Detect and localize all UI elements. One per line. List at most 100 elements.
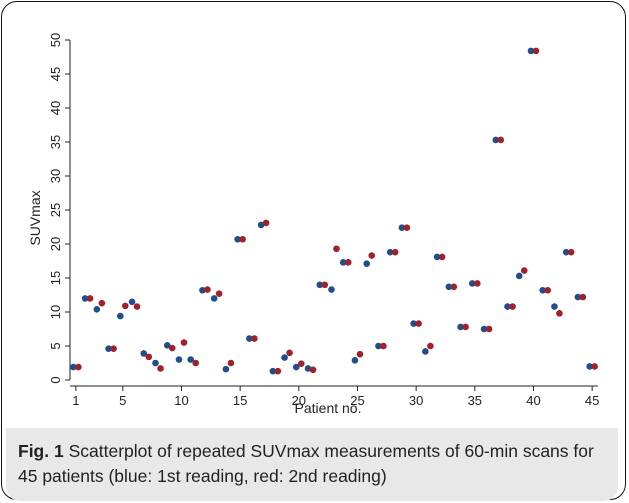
data-point [591, 363, 598, 370]
data-point [469, 280, 476, 287]
data-point [128, 298, 136, 306]
data-point [333, 245, 340, 253]
data-point [293, 363, 300, 371]
data-point [380, 342, 387, 350]
data-point [328, 286, 335, 293]
x-tick-label: 30 [409, 393, 423, 408]
data-point [246, 335, 253, 342]
data-point [168, 344, 176, 352]
data-point [210, 295, 218, 302]
data-point [304, 365, 312, 372]
y-tick-label: 25 [48, 203, 63, 217]
data-point [375, 342, 382, 350]
data-point [281, 354, 288, 361]
data-point [316, 281, 324, 289]
data-point [445, 283, 453, 291]
data-point [504, 303, 511, 310]
data-point [574, 293, 582, 301]
data-point [309, 366, 317, 374]
data-point [204, 286, 211, 293]
data-point [438, 253, 446, 261]
y-axis-label: SUVmax [27, 190, 43, 245]
data-point [579, 293, 587, 301]
y-tick-label: 40 [48, 101, 63, 115]
y-tick-label: 50 [48, 33, 63, 47]
data-point [187, 356, 194, 363]
data-point [75, 363, 82, 371]
data-point [122, 302, 129, 310]
data-point [274, 367, 282, 375]
caption-label: Fig. 1 [18, 441, 64, 461]
data-point [140, 350, 148, 357]
data-point [497, 136, 505, 144]
data-point [339, 259, 347, 266]
data-point [480, 325, 488, 333]
data-point [532, 47, 540, 55]
data-point [562, 248, 570, 256]
data-point [527, 47, 535, 55]
data-point [163, 342, 171, 349]
data-point [368, 252, 376, 259]
data-point [551, 303, 558, 310]
data-point [403, 224, 411, 231]
data-point [363, 260, 371, 268]
x-tick-label: 5 [119, 393, 126, 408]
data-point [239, 235, 246, 243]
y-tick-label: 15 [48, 271, 63, 285]
data-point [234, 235, 241, 243]
data-point [515, 272, 523, 280]
data-point [415, 320, 422, 327]
data-point [351, 356, 359, 364]
data-point [520, 267, 528, 274]
x-tick-label: 40 [526, 393, 540, 408]
data-point [157, 365, 164, 372]
data-point [257, 221, 265, 229]
data-point [485, 325, 493, 333]
data-point [251, 335, 258, 342]
data-point [391, 248, 399, 256]
data-point [586, 363, 593, 370]
scatter-plot: 0 5 10 15 20 25 30 35 40 45 50 1 5 10 15 20 25 30 35 40 45 S… [10, 10, 608, 420]
data-point [199, 286, 206, 294]
data-point [70, 363, 77, 371]
data-point [450, 283, 458, 291]
data-point [133, 303, 141, 310]
data-point [321, 281, 329, 289]
data-point [544, 286, 551, 294]
y-tick-label: 20 [48, 237, 63, 251]
y-tick-label: 0 [48, 376, 63, 383]
data-point [215, 290, 223, 297]
data-point [398, 224, 406, 231]
data-point [474, 280, 481, 287]
data-point [227, 359, 235, 367]
data-point [567, 248, 575, 256]
data-point [427, 342, 434, 350]
data-point [410, 320, 417, 327]
data-point [222, 365, 230, 373]
data-point [105, 345, 112, 353]
data-point [422, 348, 429, 355]
x-tick-label: 15 [233, 393, 247, 408]
data-point [81, 295, 89, 302]
data-point [356, 350, 364, 358]
data-point [98, 299, 106, 307]
x-tick-label: 35 [468, 393, 482, 408]
x-tick-label: 25 [350, 393, 364, 408]
data-point [152, 359, 159, 367]
y-tick-label: 30 [48, 169, 63, 183]
data-point [433, 253, 441, 261]
x-tick-label: 1 [72, 393, 79, 408]
x-tick-label: 45 [585, 393, 599, 408]
data-point [175, 356, 183, 363]
data-point [180, 339, 188, 346]
data-point [286, 349, 293, 357]
data-point [145, 353, 153, 361]
data-point [269, 367, 277, 375]
data-point [457, 323, 464, 331]
data-point [117, 312, 124, 320]
y-tick-label: 45 [48, 67, 63, 81]
x-tick-label: 10 [174, 393, 188, 408]
